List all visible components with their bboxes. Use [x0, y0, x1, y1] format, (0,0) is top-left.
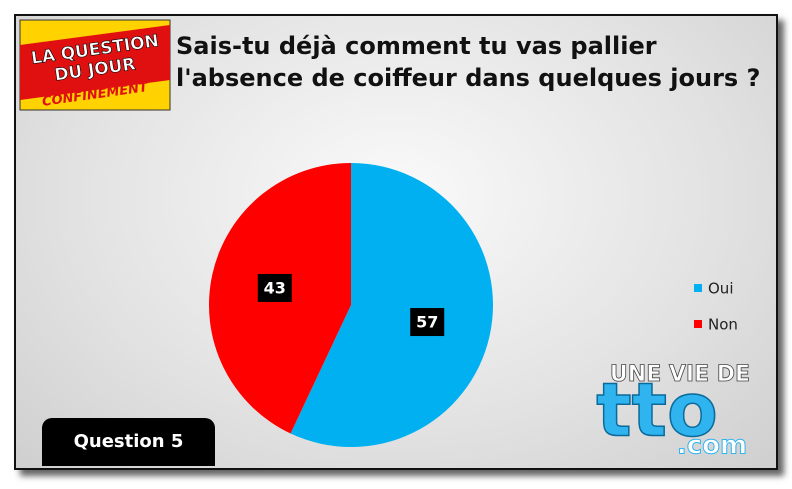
data-label: 43: [264, 278, 286, 297]
logo-bottom: UNE VIE DE tto .com: [595, 362, 750, 461]
logo-line: tto: [596, 368, 718, 454]
data-label-box: [257, 273, 292, 302]
data-label-box: [410, 308, 445, 337]
logo-line: .com: [677, 431, 747, 461]
legend-swatch: [694, 320, 702, 328]
logo-line: UNE VIE DE: [610, 362, 750, 387]
logo-stripe: [20, 25, 170, 100]
chart-title: Sais-tu déjà comment tu vas pallier l'ab…: [176, 32, 761, 92]
badge: Question 5: [42, 418, 215, 466]
legend-label: Non: [708, 316, 738, 334]
legend-swatch: [694, 284, 702, 292]
legend-label: Oui: [708, 280, 733, 298]
data-label: 57: [416, 313, 438, 332]
logo-top: CONFINEMENT LA QUESTION DU JOUR: [19, 19, 171, 111]
pie-slice: [290, 163, 494, 447]
